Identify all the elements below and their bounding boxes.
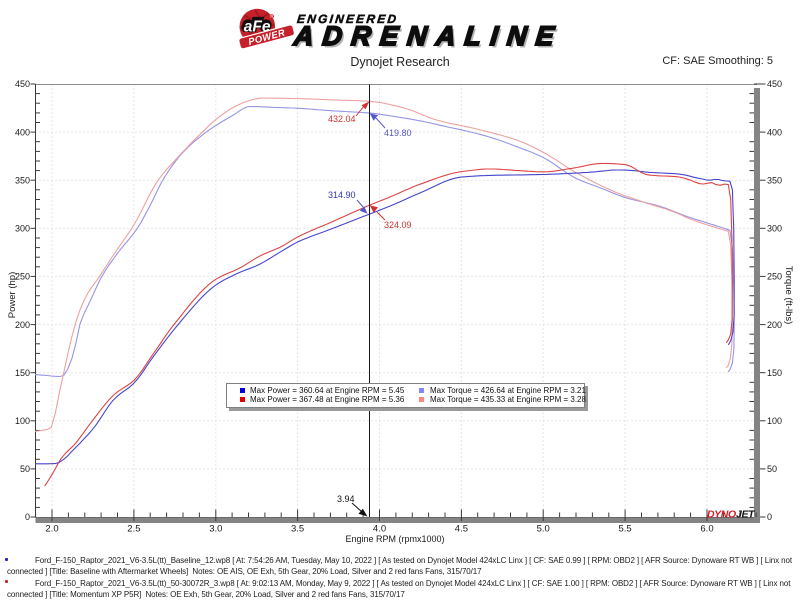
svg-text:4.0: 4.0: [373, 524, 386, 535]
svg-text:0: 0: [767, 512, 772, 522]
svg-text:300: 300: [767, 224, 782, 234]
svg-text:350: 350: [15, 175, 30, 185]
svg-text:0: 0: [25, 512, 30, 522]
svg-text:400: 400: [15, 127, 30, 137]
svg-text:150: 150: [15, 368, 30, 378]
svg-text:3.5: 3.5: [291, 524, 304, 535]
svg-text:350: 350: [767, 175, 782, 185]
svg-text:100: 100: [767, 416, 782, 426]
svg-text:5.5: 5.5: [618, 524, 631, 535]
svg-text:Engine RPM (rpmx1000): Engine RPM (rpmx1000): [345, 534, 444, 544]
svg-text:2.0: 2.0: [45, 524, 58, 535]
svg-text:JET: JET: [736, 509, 756, 521]
svg-text:400: 400: [767, 127, 782, 137]
svg-text:5.0: 5.0: [537, 524, 550, 535]
svg-text:Torque (ft-lbs): Torque (ft-lbs): [783, 266, 794, 325]
svg-text:DYNO: DYNO: [707, 509, 736, 521]
svg-text:2.5: 2.5: [127, 524, 140, 535]
svg-text:R: R: [270, 14, 273, 19]
svg-text:3.0: 3.0: [209, 524, 222, 535]
svg-text:250: 250: [15, 272, 30, 282]
svg-text:250: 250: [767, 272, 782, 282]
svg-text:Power (hp): Power (hp): [7, 272, 18, 318]
svg-text:200: 200: [767, 320, 782, 330]
svg-text:50: 50: [20, 464, 30, 474]
svg-text:4.5: 4.5: [455, 524, 468, 535]
svg-text:6.0: 6.0: [700, 524, 713, 535]
svg-text:50: 50: [767, 464, 777, 474]
svg-text:100: 100: [15, 416, 30, 426]
svg-text:aFe: aFe: [243, 17, 270, 34]
svg-text:450: 450: [767, 79, 782, 89]
svg-text:450: 450: [15, 79, 30, 89]
svg-text:300: 300: [15, 224, 30, 234]
svg-text:200: 200: [15, 320, 30, 330]
svg-text:150: 150: [767, 368, 782, 378]
